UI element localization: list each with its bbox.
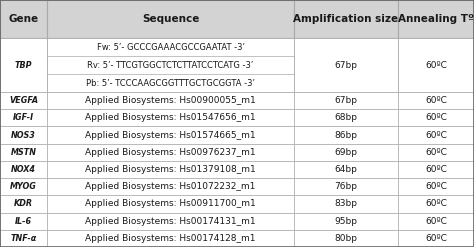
Bar [47, 126, 294, 144]
Bar [47, 195, 294, 213]
Text: TBP: TBP [15, 61, 32, 69]
Bar [0, 109, 47, 126]
Bar [47, 92, 294, 109]
Bar [398, 195, 474, 213]
Bar [294, 38, 398, 92]
Text: Applied Biosystems: Hs01547656_m1: Applied Biosystems: Hs01547656_m1 [85, 113, 256, 122]
Bar [0, 38, 47, 92]
Text: 95bp: 95bp [335, 217, 357, 226]
Bar [47, 213, 294, 230]
Bar [398, 92, 474, 109]
Bar [47, 178, 294, 195]
Text: 60ºC: 60ºC [425, 199, 447, 208]
Text: IL-6: IL-6 [15, 217, 32, 226]
Text: Applied Biosystems: Hs00174131_m1: Applied Biosystems: Hs00174131_m1 [85, 217, 256, 226]
Bar [0, 126, 47, 144]
Bar [47, 144, 294, 161]
Text: 60ºC: 60ºC [425, 148, 447, 157]
Text: Annealing Tº: Annealing Tº [398, 14, 474, 24]
Text: 60ºC: 60ºC [425, 182, 447, 191]
Text: 83bp: 83bp [335, 199, 357, 208]
Text: 69bp: 69bp [335, 148, 357, 157]
Bar [398, 0, 474, 38]
Bar [0, 213, 47, 230]
Bar [398, 161, 474, 178]
Bar [0, 0, 47, 38]
Text: Applied Biosystems: Hs00911700_m1: Applied Biosystems: Hs00911700_m1 [85, 199, 256, 208]
Text: VEGFA: VEGFA [9, 96, 38, 105]
Text: 76bp: 76bp [335, 182, 357, 191]
Bar [294, 161, 398, 178]
Text: 67bp: 67bp [335, 61, 357, 69]
Bar [47, 109, 294, 126]
Text: Applied Biosystems: Hs01072232_m1: Applied Biosystems: Hs01072232_m1 [85, 182, 256, 191]
Text: 60ºC: 60ºC [425, 131, 447, 140]
Text: NOX4: NOX4 [11, 165, 36, 174]
Bar [0, 161, 47, 178]
Text: Rv: 5’- TTCGTGGCTCTCTTATCCTCATG -3’: Rv: 5’- TTCGTGGCTCTCTTATCCTCATG -3’ [87, 61, 254, 69]
Text: 60ºC: 60ºC [425, 234, 447, 243]
Bar [294, 109, 398, 126]
Text: 64bp: 64bp [335, 165, 357, 174]
Bar [47, 161, 294, 178]
Text: Applied Biosystems: Hs01574665_m1: Applied Biosystems: Hs01574665_m1 [85, 131, 256, 140]
Text: NOS3: NOS3 [11, 131, 36, 140]
Bar [398, 126, 474, 144]
Text: 60ºC: 60ºC [425, 165, 447, 174]
Text: 60ºC: 60ºC [425, 113, 447, 122]
Text: 60ºC: 60ºC [425, 217, 447, 226]
Text: Fw: 5’- GCCCGAAACGCCGAATAT -3’: Fw: 5’- GCCCGAAACGCCGAATAT -3’ [97, 42, 245, 52]
Bar [0, 178, 47, 195]
Text: Applied Biosystems: Hs00900055_m1: Applied Biosystems: Hs00900055_m1 [85, 96, 256, 105]
Bar [398, 230, 474, 247]
Bar [294, 0, 398, 38]
Text: 60ºC: 60ºC [425, 61, 447, 69]
Text: TNF-α: TNF-α [10, 234, 37, 243]
Bar [294, 92, 398, 109]
Bar [294, 230, 398, 247]
Bar [294, 195, 398, 213]
Bar [398, 109, 474, 126]
Bar [0, 144, 47, 161]
Bar [47, 0, 294, 38]
Bar [294, 213, 398, 230]
Bar [0, 92, 47, 109]
Bar [398, 178, 474, 195]
Bar [47, 230, 294, 247]
Text: 60ºC: 60ºC [425, 96, 447, 105]
Bar [398, 38, 474, 92]
Text: Amplification size: Amplification size [293, 14, 399, 24]
Text: 68bp: 68bp [335, 113, 357, 122]
Bar [294, 178, 398, 195]
Text: Pb: 5’- TCCCAAGCGGTTTGCTGCGGTA -3’: Pb: 5’- TCCCAAGCGGTTTGCTGCGGTA -3’ [86, 79, 255, 87]
Bar [294, 144, 398, 161]
Text: Sequence: Sequence [142, 14, 200, 24]
Bar [398, 213, 474, 230]
Bar [398, 144, 474, 161]
Bar [294, 126, 398, 144]
Text: KDR: KDR [14, 199, 33, 208]
Text: 80bp: 80bp [335, 234, 357, 243]
Bar [0, 230, 47, 247]
Text: MSTN: MSTN [11, 148, 36, 157]
Bar [47, 38, 294, 92]
Text: Gene: Gene [9, 14, 39, 24]
Text: 67bp: 67bp [335, 96, 357, 105]
Bar [0, 195, 47, 213]
Text: Applied Biosystems: Hs00976237_m1: Applied Biosystems: Hs00976237_m1 [85, 148, 256, 157]
Text: Applied Biosystems: Hs00174128_m1: Applied Biosystems: Hs00174128_m1 [85, 234, 256, 243]
Text: 86bp: 86bp [335, 131, 357, 140]
Text: Applied Biosystems: Hs01379108_m1: Applied Biosystems: Hs01379108_m1 [85, 165, 256, 174]
Text: IGF-I: IGF-I [13, 113, 34, 122]
Text: MYOG: MYOG [10, 182, 37, 191]
